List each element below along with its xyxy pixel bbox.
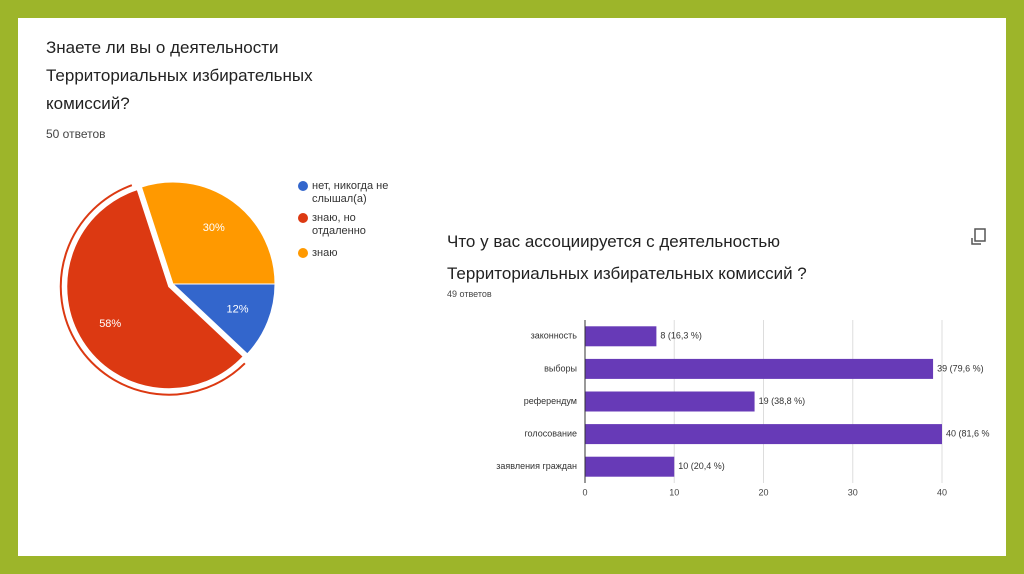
value-label: 8 (16,3 %) <box>660 331 702 341</box>
bar-title: Что у вас ассоциируется с деятельностью … <box>447 232 807 283</box>
pie-label: 58% <box>99 318 121 330</box>
value-label: 19 (38,8 %) <box>759 396 806 406</box>
legend-label: знаю, но отдаленно <box>312 212 366 237</box>
x-tick-label: 0 <box>582 487 587 497</box>
bar <box>585 358 934 379</box>
pie-slice <box>171 283 276 355</box>
legend-entry: знаю, но отдаленно <box>298 212 412 238</box>
legend-swatch <box>298 181 308 191</box>
legend-label: знаю <box>312 247 338 259</box>
legend-label: нет, никогда не слышал(а) <box>312 180 389 205</box>
pie-title: Знаете ли вы о деятельности Территориаль… <box>46 38 313 113</box>
x-tick-label: 10 <box>669 487 679 497</box>
slice-highlight <box>59 184 246 396</box>
y-tick-label: референдум <box>524 396 577 406</box>
x-tick-label: 40 <box>937 487 947 497</box>
pie-slice <box>66 189 244 390</box>
pie-label: 12% <box>226 303 248 315</box>
value-label: 10 (20,4 %) <box>678 461 725 471</box>
bar <box>585 326 657 347</box>
pie-label: 30% <box>203 222 225 234</box>
legend-swatch <box>298 248 308 258</box>
pie-slice <box>140 181 276 285</box>
legend-entry: знаю <box>298 247 412 260</box>
y-tick-label: законность <box>531 331 578 341</box>
pie-subtitle: 50 ответов <box>46 127 106 141</box>
bar <box>585 391 755 412</box>
x-tick-label: 30 <box>848 487 858 497</box>
legend-entry: нет, никогда не слышал(а) <box>298 180 412 206</box>
value-label: 39 (79,6 %) <box>937 363 984 373</box>
value-label: 40 (81,6 % <box>946 428 990 438</box>
y-tick-label: голосование <box>524 428 577 438</box>
copy-icon[interactable] <box>971 228 986 245</box>
y-tick-label: выборы <box>544 363 577 373</box>
y-tick-label: заявления граждан <box>496 461 577 471</box>
bar <box>585 456 675 477</box>
bar <box>585 424 942 445</box>
x-tick-label: 20 <box>758 487 768 497</box>
legend-swatch <box>298 213 308 223</box>
bar-subtitle: 49 ответов <box>447 289 492 299</box>
